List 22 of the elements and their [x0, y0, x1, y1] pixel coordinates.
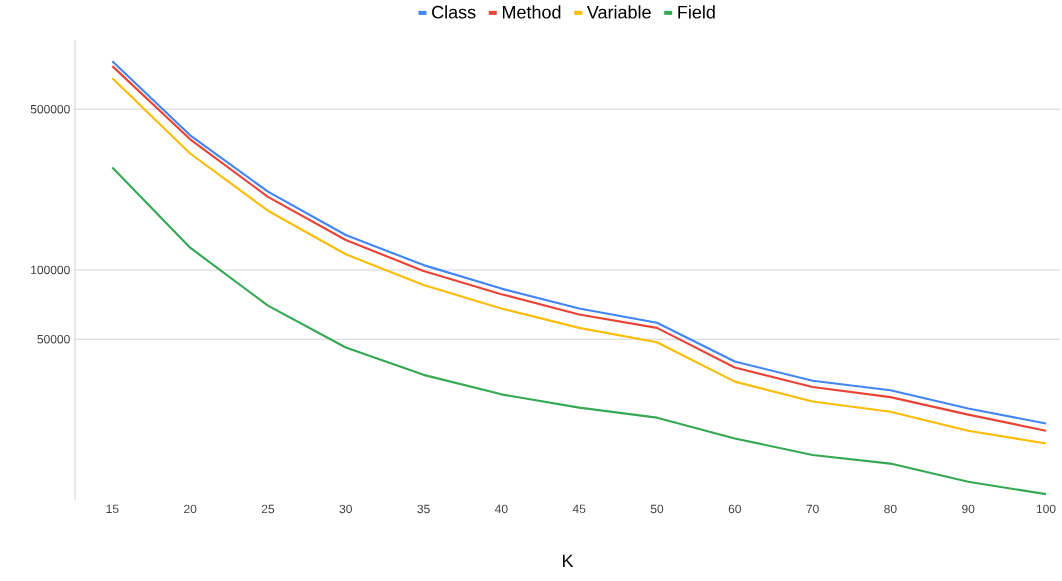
x-tick-label: 45 — [572, 504, 586, 514]
x-tick-label: 15 — [106, 504, 119, 514]
x-axis-title: K — [562, 554, 574, 568]
legend-label: Method — [502, 5, 561, 19]
line-series — [111, 166, 1048, 496]
x-tick-label: 50 — [650, 504, 664, 514]
x-tick-label: 20 — [184, 504, 197, 514]
x-tick-label: 35 — [417, 504, 430, 514]
legend-label: Field — [678, 5, 715, 19]
legend-label: Variable — [586, 5, 651, 19]
x-tick-label: 90 — [962, 504, 975, 514]
y-tick-label: 500000 — [30, 104, 70, 114]
y-tick-label: 100000 — [31, 265, 70, 275]
x-tick-label: 30 — [339, 504, 352, 514]
x-tick-label: 70 — [806, 504, 819, 514]
x-tick-label: 40 — [494, 504, 508, 514]
x-tick-label: 25 — [261, 504, 275, 514]
y-tick-label: 50000 — [37, 334, 70, 344]
x-tick-label: 100 — [1036, 504, 1056, 514]
x-tick-label: 60 — [728, 504, 741, 514]
legend-label: Class — [432, 5, 476, 19]
x-tick-label: 80 — [884, 504, 897, 514]
